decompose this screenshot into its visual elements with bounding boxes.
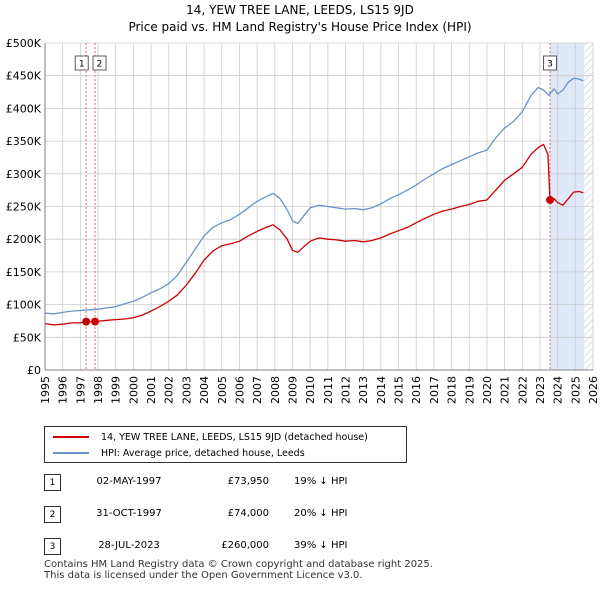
x-tick-label: 2022	[516, 376, 529, 404]
sale-price: £73,950	[227, 476, 269, 487]
x-tick-label: 2017	[428, 376, 441, 404]
y-tick-label: £50K	[13, 331, 42, 344]
sale-number-badge: 1	[44, 474, 61, 491]
x-tick-label: 2026	[587, 376, 600, 404]
y-tick-label: £400K	[6, 102, 42, 115]
x-tick-label: 1997	[74, 376, 87, 404]
legend-item-hpi: HPI: Average price, detached house, Leed…	[53, 446, 305, 460]
sale-number-badge: 3	[44, 538, 61, 555]
x-tick-label: 2002	[163, 376, 176, 404]
y-tick-label: £100K	[6, 299, 42, 312]
sale-label-text: 3	[547, 60, 553, 70]
x-tick-label: 2025	[569, 376, 582, 404]
x-tick-label: 2009	[286, 376, 299, 404]
sale-label-box	[92, 55, 107, 71]
x-tick-label: 2024	[552, 376, 565, 404]
x-tick-label: 2021	[499, 376, 512, 404]
sale-number-badge: 2	[44, 506, 61, 523]
y-tick-label: £150K	[6, 266, 42, 279]
x-tick-label: 1995	[39, 376, 52, 404]
x-tick-label: 1999	[110, 376, 123, 404]
x-tick-label: 1996	[57, 376, 70, 404]
x-tick-label: 2019	[463, 376, 476, 404]
legend-hpi-swatch	[53, 452, 89, 454]
y-tick-label: £200K	[6, 233, 42, 246]
x-tick-label: 2008	[269, 376, 282, 404]
footer-line-copyright: Contains HM Land Registry data © Crown c…	[44, 559, 433, 570]
sale-row: 1 02-MAY-1997 £73,950 19% ↓ HPI	[44, 474, 444, 492]
sale-label-text: 1	[79, 60, 85, 70]
x-tick-label: 2015	[393, 376, 406, 404]
chart-title: 14, YEW TREE LANE, LEEDS, LS15 9JD	[186, 3, 414, 17]
y-tick-label: £0	[27, 364, 41, 377]
legend-item-property: 14, YEW TREE LANE, LEEDS, LS15 9JD (deta…	[53, 430, 368, 444]
footer-line-licence: This data is licensed under the Open Gov…	[44, 570, 363, 581]
price-chart: 1 2 3 £0 £50K £100K £150K £200K £250K £300K £350K…	[6, 37, 600, 404]
sale-point	[546, 195, 555, 204]
x-tick-label: 2010	[304, 376, 317, 404]
x-tick-label: 2000	[127, 376, 140, 404]
x-tick-label: 2018	[446, 376, 459, 404]
sale-row: 2 31-OCT-1997 £74,000 20% ↓ HPI	[44, 506, 444, 524]
sale-price: £74,000	[227, 508, 269, 519]
sale-point	[82, 317, 91, 326]
sale-hpi-diff: 19% ↓ HPI	[294, 476, 348, 487]
y-tick-label: £350K	[6, 135, 42, 148]
x-tick-label: 2005	[216, 376, 229, 404]
x-tick-label: 1998	[92, 376, 105, 404]
x-tick-label: 2020	[481, 376, 494, 404]
legend-property-swatch	[53, 436, 89, 438]
y-tick-label: £300K	[6, 168, 42, 181]
sale-hpi-diff: 39% ↓ HPI	[294, 540, 348, 551]
x-tick-label: 2003	[180, 376, 193, 404]
sale-point	[91, 317, 100, 326]
x-tick-label: 2011	[322, 376, 335, 404]
property-series-line	[44, 143, 584, 326]
sale-date: 28-JUL-2023	[98, 540, 160, 551]
y-tick-label: £450K	[6, 70, 42, 83]
legend-property-label: 14, YEW TREE LANE, LEEDS, LS15 9JD (deta…	[101, 431, 368, 443]
hpi-series-line	[44, 77, 584, 315]
x-tick-label: 2016	[410, 376, 423, 404]
x-tick-label: 2004	[198, 376, 211, 404]
x-tick-label: 2001	[145, 376, 158, 404]
sale-label-box	[543, 55, 557, 71]
footer-note: Contains HM Land Registry data © Crown c…	[44, 559, 433, 581]
y-tick-label: £500K	[6, 37, 42, 50]
sale-label-text: 2	[97, 60, 103, 70]
chart-legend: 14, YEW TREE LANE, LEEDS, LS15 9JD (deta…	[44, 426, 407, 463]
sale-date: 02-MAY-1997	[96, 476, 162, 487]
y-tick-label: £250K	[6, 201, 42, 214]
x-tick-label: 2006	[233, 376, 246, 404]
x-tick-label: 2007	[251, 376, 264, 404]
x-tick-label: 2013	[357, 376, 370, 404]
chart-subtitle: Price paid vs. HM Land Registry's House …	[128, 20, 472, 34]
sale-date: 31-OCT-1997	[96, 508, 162, 519]
sale-row: 3 28-JUL-2023 £260,000 39% ↓ HPI	[44, 538, 444, 556]
x-tick-label: 2014	[375, 376, 388, 404]
sale-hpi-diff: 20% ↓ HPI	[294, 508, 348, 519]
legend-hpi-label: HPI: Average price, detached house, Leed…	[101, 447, 305, 459]
x-tick-label: 2012	[340, 376, 353, 404]
x-tick-label: 2023	[534, 376, 547, 404]
sale-price: £260,000	[221, 540, 269, 551]
sale-label-box	[74, 55, 89, 71]
